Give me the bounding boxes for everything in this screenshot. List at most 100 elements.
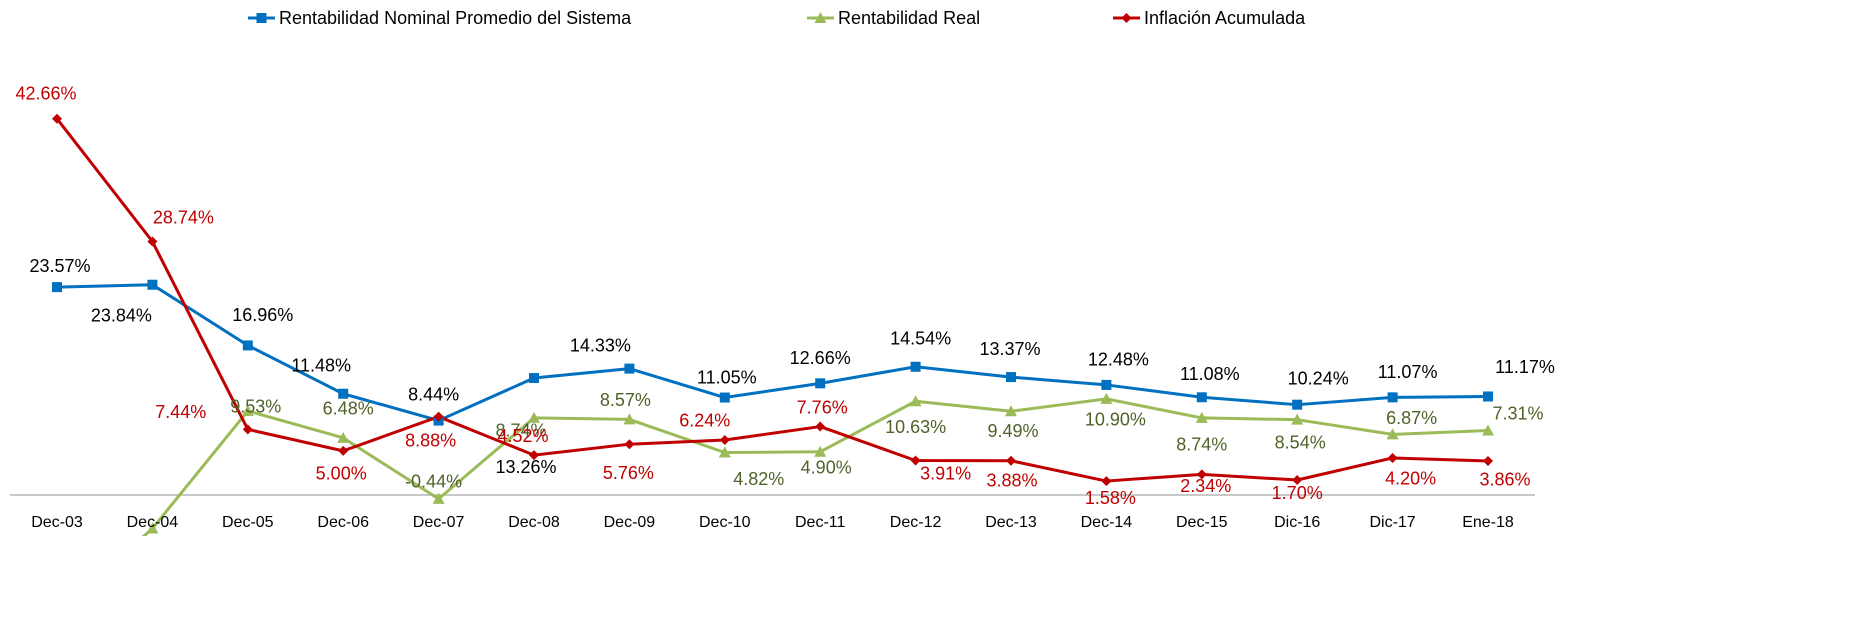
x-tick-label: Dec-08 <box>508 514 560 531</box>
marker <box>1101 379 1112 390</box>
marker <box>909 395 922 407</box>
x-tick-label: Dic-16 <box>1274 514 1320 531</box>
data-label: 12.66% <box>790 348 851 368</box>
marker <box>910 455 921 466</box>
marker <box>147 279 158 290</box>
data-label: 9.53% <box>230 397 281 417</box>
legend-label: Rentabilidad Real <box>838 8 980 28</box>
plot-area <box>51 113 1494 618</box>
marker <box>1387 392 1398 403</box>
data-label: 8.54% <box>1275 432 1326 452</box>
data-label: 4.82% <box>733 469 784 489</box>
marker <box>432 492 445 504</box>
data-label: 16.96% <box>232 305 293 325</box>
marker <box>529 450 539 461</box>
marker <box>1195 411 1208 423</box>
data-label: 10.90% <box>1085 410 1146 430</box>
marker <box>1292 399 1303 410</box>
data-label: 11.48% <box>291 355 351 375</box>
marker <box>1006 372 1016 383</box>
data-label: 10.24% <box>1288 368 1349 388</box>
data-label: 23.84% <box>91 305 152 325</box>
data-label: 7.31% <box>1492 403 1543 423</box>
x-tick-label: Dec-07 <box>413 514 465 531</box>
series-line <box>55 117 1489 483</box>
marker <box>1386 428 1399 440</box>
marker <box>52 282 62 293</box>
x-tick-label: Dec-04 <box>127 514 179 531</box>
data-label: 11.17% <box>1495 357 1555 377</box>
data-label: 6.24% <box>679 411 730 431</box>
data-label: 3.88% <box>986 471 1037 491</box>
series-line <box>141 397 1489 536</box>
data-label: 12.48% <box>1088 350 1149 370</box>
marker <box>719 434 730 445</box>
x-tick-label: Dec-09 <box>604 514 656 531</box>
data-label: 28.74% <box>153 207 214 227</box>
x-tick-label: Dec-14 <box>1081 514 1133 531</box>
legend-label: Rentabilidad Nominal Promedio del Sistem… <box>279 8 632 28</box>
x-tick-label: Ene-18 <box>1462 514 1514 531</box>
data-label: 4.20% <box>1385 469 1436 489</box>
marker <box>1196 392 1207 403</box>
data-label: 8.44% <box>408 384 459 404</box>
x-tick-label: Dec-03 <box>31 514 83 531</box>
data-label: 3.86% <box>1479 470 1530 490</box>
marker <box>815 378 826 389</box>
data-label: 23.57% <box>29 256 90 276</box>
marker <box>256 13 267 23</box>
data-label: 3.91% <box>920 463 971 483</box>
data-label: 5.76% <box>603 463 654 483</box>
data-label: 1.70% <box>1272 483 1323 503</box>
marker <box>815 421 826 432</box>
marker <box>1291 413 1304 425</box>
marker <box>338 388 349 399</box>
marker <box>52 113 62 124</box>
data-label: -0.44% <box>405 472 462 492</box>
data-label: 7.44% <box>155 402 206 422</box>
data-label: 10.63% <box>885 417 946 437</box>
data-label: 11.05% <box>697 367 757 387</box>
data-label: 13.26% <box>495 457 556 477</box>
marker <box>146 522 159 534</box>
data-label: 2.34% <box>1180 476 1231 496</box>
x-tick-label: Dec-06 <box>317 514 369 531</box>
marker <box>528 411 540 423</box>
data-label: 9.49% <box>987 421 1038 441</box>
data-label: 1.58% <box>1085 488 1136 508</box>
x-tick-label: Dec-12 <box>890 514 942 531</box>
marker <box>1483 391 1493 402</box>
marker <box>433 411 444 422</box>
data-label: 42.66% <box>15 83 76 103</box>
marker <box>242 424 253 435</box>
marker <box>1101 476 1112 487</box>
marker <box>1005 405 1017 417</box>
marker <box>242 340 253 351</box>
data-label: 4.52% <box>497 426 548 446</box>
marker <box>241 404 254 416</box>
marker <box>1100 392 1113 404</box>
x-tick-label: Dec-15 <box>1176 514 1228 531</box>
data-label: 6.87% <box>1386 408 1437 428</box>
data-label: 11.08% <box>1180 364 1240 384</box>
x-tick-label: Dec-11 <box>795 514 845 531</box>
marker <box>814 12 827 23</box>
marker <box>1483 455 1493 466</box>
data-label: 11.07% <box>1378 362 1438 382</box>
marker <box>1006 455 1016 466</box>
marker <box>147 236 158 247</box>
x-tick-label: Dec-13 <box>985 514 1037 531</box>
marker <box>719 392 730 403</box>
marker <box>910 361 921 372</box>
data-label: 7.76% <box>797 397 848 417</box>
data-label: 4.90% <box>801 458 852 478</box>
x-tick-label: Dec-10 <box>699 514 751 531</box>
marker <box>623 413 636 425</box>
data-label: 8.88% <box>405 430 456 450</box>
x-tick-label: Dec-05 <box>222 514 274 531</box>
marker <box>337 431 350 443</box>
marker <box>624 439 635 450</box>
marker <box>51 607 63 618</box>
